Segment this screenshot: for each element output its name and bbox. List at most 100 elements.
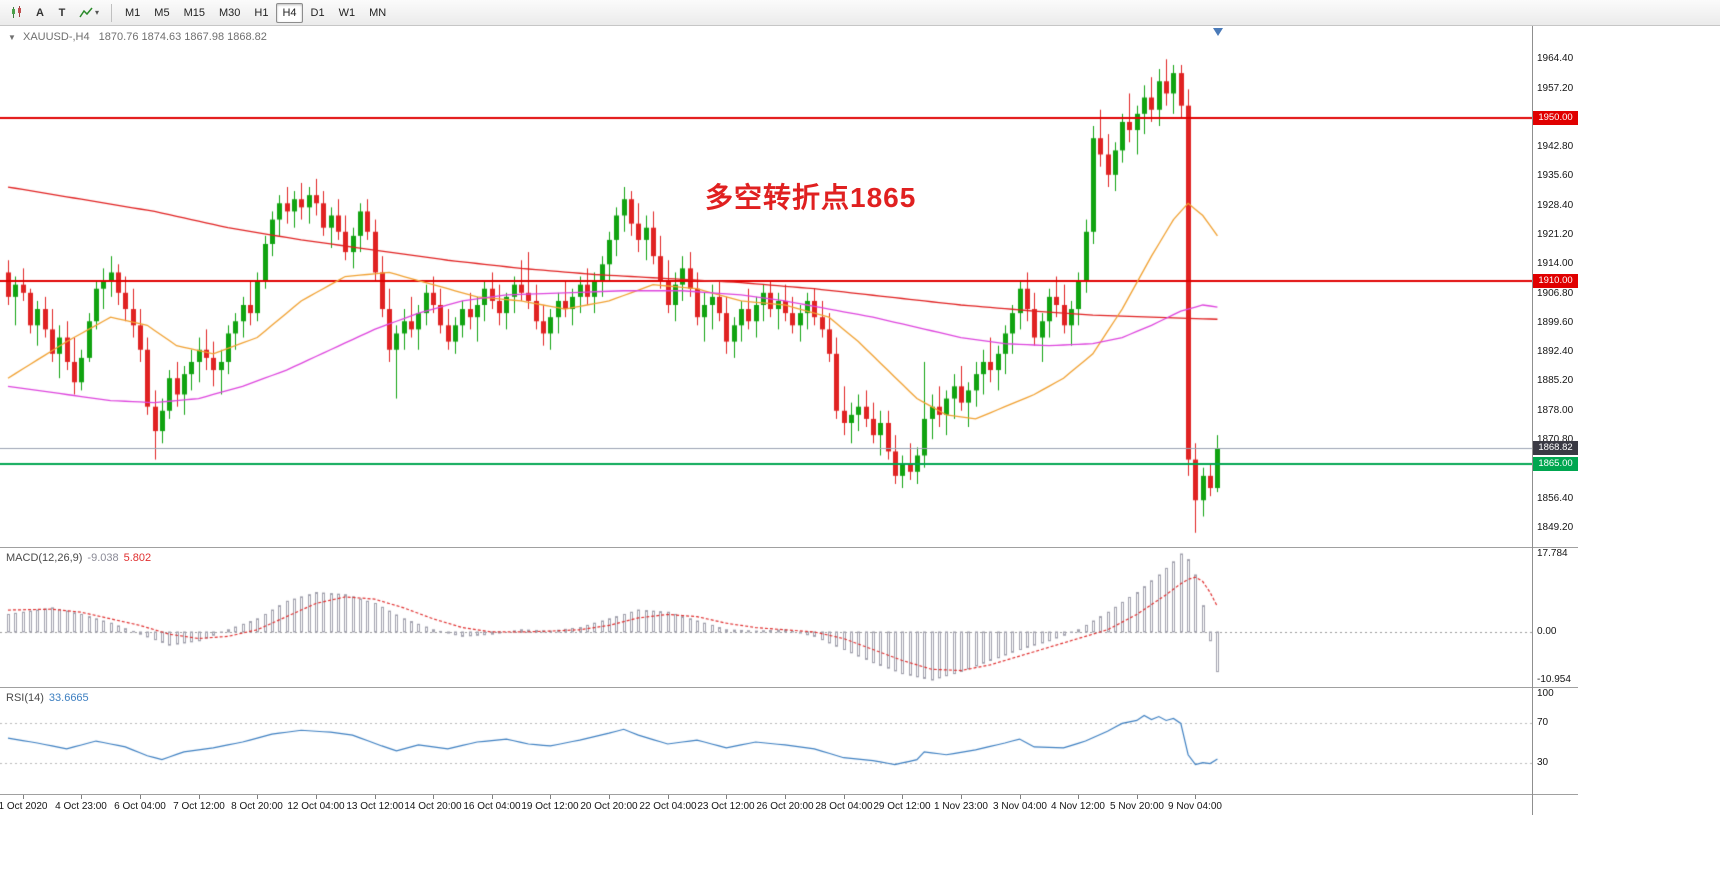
time-tick: [140, 795, 141, 799]
timeframe-m15-button[interactable]: M15: [183, 6, 205, 19]
timeframe-m5-button[interactable]: M5: [154, 6, 170, 19]
macd-main-value: -9.038: [87, 552, 119, 564]
macd-tick-label: 0.00: [1537, 625, 1557, 637]
time-tick: [1137, 795, 1138, 799]
indicators-button[interactable]: ▾: [74, 3, 104, 23]
time-label: 22 Oct 04:00: [639, 801, 697, 812]
macd-name: MACD(12,26,9): [6, 552, 83, 564]
triangle-down-icon[interactable]: ▼: [8, 33, 16, 42]
time-label: 3 Nov 04:00: [993, 801, 1047, 812]
macd-tick-label: 17.784: [1537, 548, 1568, 559]
time-label: 20 Oct 20:00: [580, 801, 638, 812]
top-toolbar: A T ▾ M1 M5 M15 M30 H1 H4 D1 W1 MN: [0, 0, 1720, 26]
price-tick-label: 1870.80: [1537, 434, 1574, 446]
time-tick: [81, 795, 82, 799]
time-label: 14 Oct 20:00: [404, 801, 462, 812]
time-label: 29 Oct 12:00: [873, 801, 931, 812]
main-price-chart[interactable]: [0, 26, 1532, 547]
time-axis[interactable]: 1 Oct 2020 4 Oct 23:00 6 Oct 04:00 7 Oct 12…: [0, 795, 1532, 815]
time-tick: [668, 795, 669, 799]
text-tool-button[interactable]: T: [58, 6, 66, 19]
time-tick: [550, 795, 551, 799]
price-tick-label: 1856.40: [1537, 492, 1574, 504]
timeframe-d1-button[interactable]: D1: [310, 6, 325, 19]
price-tick-label: 1935.60: [1537, 170, 1574, 182]
time-label: 9 Nov 04:00: [1168, 801, 1222, 812]
rsi-label: RSI(14) 33.6665: [6, 692, 89, 704]
timeframe-h1-button[interactable]: H1: [254, 6, 269, 19]
time-tick: [726, 795, 727, 799]
timeframe-w1-button[interactable]: W1: [338, 6, 356, 19]
price-axis-divider: [1532, 26, 1533, 815]
time-tick: [844, 795, 845, 799]
time-tick: [23, 795, 24, 799]
time-tick: [785, 795, 786, 799]
macd-tick-label: -10.954: [1537, 674, 1571, 685]
timeframe-m1-button[interactable]: M1: [125, 6, 141, 19]
price-tick-label: 1921.20: [1537, 229, 1574, 241]
time-tick: [609, 795, 610, 799]
price-tick-label: 1849.20: [1537, 521, 1574, 533]
chart-window: ▼ XAUUSD-,H4 1870.76 1874.63 1867.98 186…: [0, 26, 1578, 815]
timeframe-h4-button[interactable]: H4: [276, 2, 303, 23]
time-label: 4 Nov 12:00: [1051, 801, 1105, 812]
macd-indicator-panel[interactable]: [0, 548, 1532, 686]
time-tick: [1195, 795, 1196, 799]
rsi-tick-label: 70: [1537, 717, 1549, 729]
time-label: 23 Oct 12:00: [697, 801, 755, 812]
price-tick-label: 1899.60: [1537, 316, 1574, 328]
price-tick-label: 1892.40: [1537, 346, 1574, 358]
rsi-tick-label: 100: [1537, 688, 1554, 699]
price-axis[interactable]: 1964.40 1957.20 1950.00 1942.80 1935.60 1928.…: [1533, 26, 1578, 815]
time-tick: [1020, 795, 1021, 799]
panel-divider: [0, 794, 1578, 795]
time-tick: [433, 795, 434, 799]
time-label: 1 Oct 2020: [0, 801, 48, 812]
time-tick: [316, 795, 317, 799]
toolbar-separator: [111, 3, 113, 22]
price-tick-label: 1928.40: [1537, 199, 1574, 211]
price-tick-label: 1964.40: [1537, 53, 1574, 65]
chart-type-candles-icon[interactable]: [5, 3, 28, 23]
timeframe-mn-button[interactable]: MN: [369, 6, 387, 19]
time-label: 7 Oct 12:00: [173, 801, 225, 812]
hline-price-label: 1950.00: [1533, 110, 1578, 125]
chart-title: ▼ XAUUSD-,H4 1870.76 1874.63 1867.98 186…: [8, 31, 267, 43]
rsi-indicator-panel[interactable]: [0, 688, 1532, 794]
panel-divider[interactable]: [0, 687, 1578, 688]
price-tick-label: 1914.00: [1537, 258, 1574, 270]
time-label: 4 Oct 23:00: [55, 801, 107, 812]
time-label: 28 Oct 04:00: [815, 801, 873, 812]
price-tick-label: 1906.80: [1537, 287, 1574, 299]
time-tick: [199, 795, 200, 799]
chart-annotation: 多空转折点1865: [705, 182, 917, 213]
time-tick: [257, 795, 258, 799]
timeframe-m30-button[interactable]: M30: [218, 6, 241, 19]
price-tick-label: 1885.20: [1537, 375, 1574, 387]
time-label: 1 Nov 23:00: [934, 801, 988, 812]
chart-symbol-period: XAUUSD-,H4: [22, 31, 90, 43]
time-tick: [902, 795, 903, 799]
hline-price-label: 1910.00: [1533, 273, 1578, 288]
time-label: 13 Oct 12:00: [346, 801, 404, 812]
time-label: 16 Oct 04:00: [463, 801, 521, 812]
price-tick-label: 1878.00: [1537, 404, 1574, 416]
time-tick: [375, 795, 376, 799]
time-tick: [961, 795, 962, 799]
bid-price-label: 1868.82: [1533, 441, 1578, 456]
time-label: 12 Oct 04:00: [287, 801, 345, 812]
panel-divider[interactable]: [0, 547, 1578, 548]
macd-signal-value: 5.802: [123, 552, 152, 564]
hline-price-label: 1865.00: [1533, 456, 1578, 471]
time-tick: [1078, 795, 1079, 799]
time-label: 6 Oct 04:00: [114, 801, 166, 812]
time-tick: [492, 795, 493, 799]
rsi-value: 33.6665: [48, 692, 89, 704]
price-tick-label: 1942.80: [1537, 141, 1574, 153]
rsi-tick-label: 30: [1537, 756, 1549, 768]
chart-shift-marker[interactable]: [1213, 28, 1223, 36]
price-tick-label: 1957.20: [1537, 82, 1574, 94]
macd-label: MACD(12,26,9) -9.038 5.802: [6, 552, 151, 564]
arrow-tool-button[interactable]: A: [36, 6, 44, 19]
